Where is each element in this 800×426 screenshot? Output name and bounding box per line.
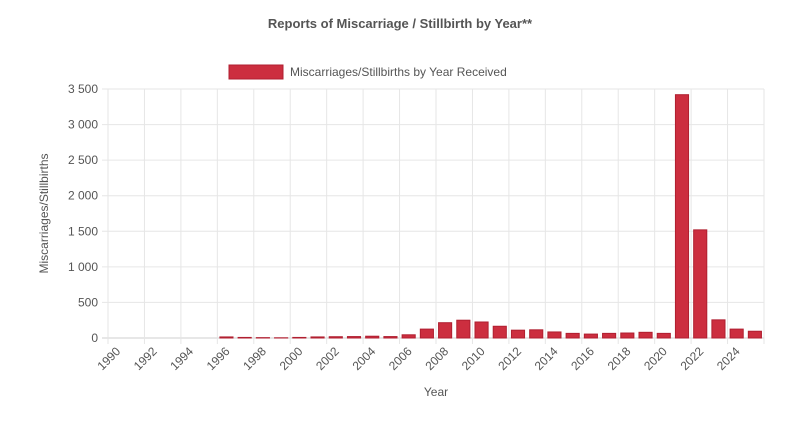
legend-label: Miscarriages/Stillbirths by Year Receive… [290,65,507,79]
bar-2009 [456,319,471,339]
bar-2012 [510,329,526,339]
bar-1997 [237,336,252,339]
y-tick-label: 2 500 [68,153,98,167]
bar-2017 [602,332,617,339]
x-tick-label: 2000 [277,344,306,373]
bar-2010 [474,321,489,339]
y-axis-title: Miscarriages/Stillbirths [37,153,51,273]
x-tick-label: 2018 [605,344,634,373]
y-axis-ticks: 0 500 1 000 1 500 2 000 2 500 3 000 3 500 [68,82,98,345]
x-tick-label: 2024 [714,344,743,373]
bar-2016 [583,333,598,339]
y-tick-label: 1 500 [68,224,98,238]
y-tick-label: 500 [78,295,98,309]
bar-2001 [310,336,325,339]
x-tick-label: 1990 [94,344,123,373]
bar-2013 [529,329,544,339]
bar-2025 [747,330,762,339]
bar-2008 [438,322,453,339]
x-tick-label: 2014 [532,344,561,373]
bar-2021 [674,94,690,339]
x-tick-label: 2012 [495,344,524,373]
x-tick-label: 2006 [386,344,415,373]
x-tick-label: 2016 [568,344,597,373]
bar-2024 [729,328,744,339]
bar-2018 [620,332,635,339]
x-tick-label: 2004 [350,344,379,373]
x-tick-label: 2008 [422,344,451,373]
x-tick-label: 1994 [167,344,196,373]
bar-2023 [711,319,726,339]
grid-lines [102,88,765,344]
bar-2006 [401,334,416,339]
x-tick-label: 1998 [240,344,269,373]
x-tick-label: 1992 [131,344,160,373]
bar-2011 [492,325,507,339]
x-axis-title: Year [424,385,448,399]
y-tick-label: 3 000 [68,118,98,132]
x-tick-label: 2022 [678,344,707,373]
y-tick-label: 2 000 [68,189,98,203]
bar-2002 [328,336,343,339]
bar-2004 [365,335,380,339]
legend-swatch [228,64,284,80]
chart-title: Reports of Miscarriage / Stillbirth by Y… [267,16,533,31]
bar-2007 [419,328,434,339]
bar-2020 [656,332,671,339]
bar-2022 [693,229,708,339]
y-tick-label: 0 [91,331,98,345]
bar-2019 [638,331,653,339]
x-tick-label: 2020 [641,344,670,373]
y-tick-label: 1 000 [68,260,98,274]
x-axis-ticks: 1990 1992 1994 1996 1998 2000 2002 2004 2006 2008… [94,344,743,373]
bars [219,94,762,339]
x-tick-label: 2002 [313,344,342,373]
x-tick-label: 1996 [204,344,233,373]
legend[interactable]: Miscarriages/Stillbirths by Year Receive… [228,64,507,80]
x-tick-label: 2010 [459,344,488,373]
bar-2003 [346,336,362,339]
y-tick-label: 3 500 [68,82,98,96]
bar-2000 [292,336,307,339]
bar-2014 [547,331,562,339]
bar-2015 [565,332,580,339]
bar-2005 [383,336,398,339]
bar-1996 [219,336,234,339]
